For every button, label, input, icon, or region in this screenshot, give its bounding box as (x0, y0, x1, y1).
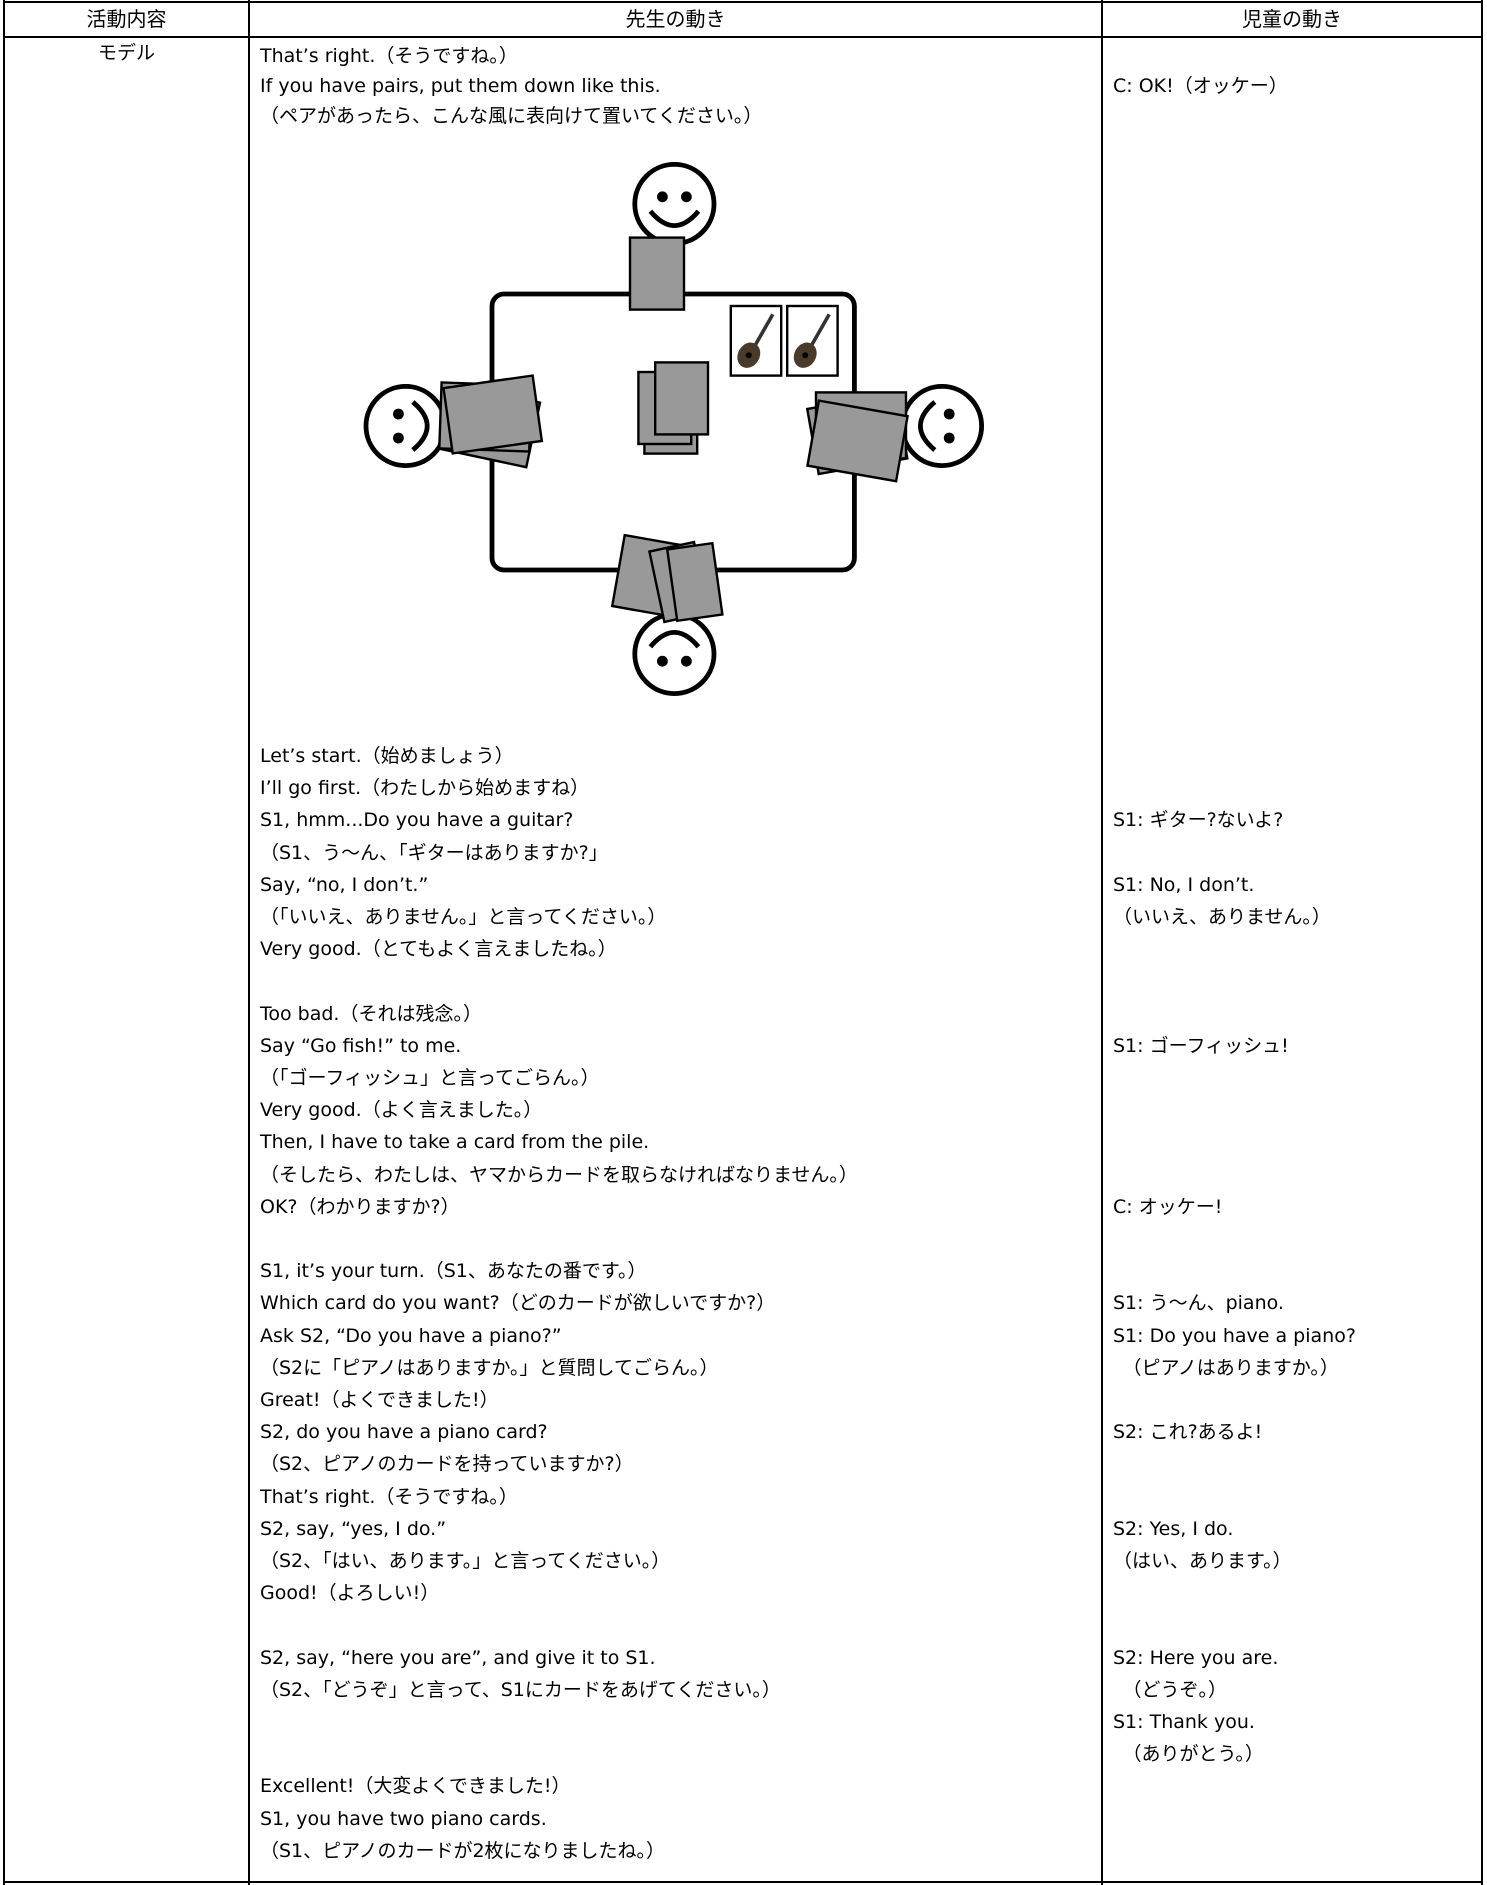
student-line: S1: Do you have a piano? (1113, 1324, 1356, 1347)
teacher-line: Excellent!（大変よくできました!） (260, 1775, 571, 1798)
student-line: C: オッケー! (1113, 1195, 1223, 1218)
header-cell: 先生の動き (625, 7, 726, 31)
border (1101, 0, 1103, 1885)
teacher-line: If you have pairs, put them down like th… (260, 75, 661, 97)
student-line: S2: これ?あるよ! (1113, 1421, 1263, 1444)
teacher-line: That’s right.（そうですね。） (260, 45, 518, 67)
face (366, 386, 445, 465)
teacher-line: （S2、「はい、あります。」と言ってください。） (260, 1550, 671, 1572)
student-line: （ピアノはありますか。） (1113, 1356, 1339, 1379)
face (635, 164, 714, 243)
teacher-line: S2, say, “yes, I do.” (260, 1517, 447, 1540)
face (635, 614, 714, 693)
teacher-line: （S2、「どうぞ」と言って、S1にカードをあげてください。） (260, 1678, 781, 1701)
guitar-card (785, 304, 840, 378)
student-line: （どうぞ。） (1113, 1678, 1228, 1701)
student-line: （いいえ、ありません。） (1113, 906, 1331, 928)
teacher-line: （「ゴーフィッシュ」と言ってごらん。） (260, 1067, 600, 1089)
student-line: S1: ゴーフィッシュ! (1113, 1034, 1289, 1057)
teacher-line: Let’s start.（始めましょう） (260, 745, 514, 767)
border (3, 1881, 1483, 1883)
teacher-line: Say, “no, I don’t.” (260, 873, 429, 896)
teacher-line: （「いいえ、ありません。」と言ってください。） (260, 906, 667, 928)
teacher-line: （S2に「ピアノはありますか。」と質問してごらん。） (260, 1356, 719, 1379)
cards (436, 236, 909, 624)
teacher-line: （S1、う～ん、「ギターはありますか?」 (260, 841, 608, 864)
activity: モデル (97, 42, 155, 64)
student-line: S1: Thank you. (1113, 1711, 1255, 1733)
teacher-line: Too bad.（それは残念。） (260, 1002, 482, 1025)
teacher-line: OK?（わかりますか?） (260, 1195, 460, 1218)
teacher-line: I’ll go first.（わたしから始めますね） (260, 777, 590, 800)
guitar-card (728, 304, 784, 378)
border (1481, 0, 1483, 1885)
teacher-line: Then, I have to take a card from the pil… (260, 1131, 650, 1154)
teacher-line: （そしたら、わたしは、ヤマからカードを取らなければなりません。） (260, 1163, 858, 1186)
teacher-line: Say “Go fish!” to me. (260, 1034, 462, 1057)
student-line: S1: ギター?ないよ? (1113, 809, 1284, 832)
student-line: （ありがとう。） (1113, 1743, 1264, 1766)
teacher-line: S2, say, “here you are”, and give it to … (260, 1646, 656, 1669)
border (248, 0, 250, 1885)
teacher-line: （S1、ピアノのカードが2枚になりましたね。） (260, 1839, 666, 1862)
teacher-line: Very good.（よく言えました。） (260, 1099, 543, 1122)
teacher-line: （ペアがあったら、こんな風に表向けて置いてください。） (260, 105, 763, 127)
student-line: S1: No, I don’t. (1113, 873, 1255, 896)
student-line: C: OK!（オッケー） (1113, 75, 1288, 97)
teacher-line: Very good.（とてもよく言えましたね。） (260, 938, 617, 961)
border (3, 36, 1483, 38)
student-line: （はい、あります。） (1113, 1550, 1292, 1572)
teacher-line: S1, you have two piano cards. (260, 1807, 547, 1830)
border (3, 1, 1483, 3)
teacher-line: Ask S2, “Do you have a piano?” (260, 1324, 562, 1347)
header-cell: 児童の動き (1242, 7, 1342, 31)
border (3, 0, 5, 1885)
student-line: S1: う～ん、piano. (1113, 1292, 1284, 1315)
face (902, 386, 981, 465)
teacher-line: Good!（よろしい!） (260, 1582, 440, 1605)
teacher-line: Which card do you want?（どのカードが欲しいですか?） (260, 1292, 776, 1315)
teacher-line: That’s right.（そうですね。） (260, 1485, 518, 1508)
teacher-line: S1, it’s your turn.（S1、あなたの番です。） (260, 1260, 647, 1283)
teacher-line: Great!（よくできました!） (260, 1389, 499, 1411)
student-line: S2: Here you are. (1113, 1646, 1279, 1669)
game-figure (336, 144, 1032, 720)
teacher-line: （S2、ピアノのカードを持っていますか?） (260, 1453, 634, 1476)
teacher-line: S2, do you have a piano card? (260, 1421, 548, 1444)
header-cell: 活動内容 (86, 7, 167, 31)
student-line: S2: Yes, I do. (1113, 1517, 1234, 1540)
teacher-line: S1, hmm...Do you have a guitar? (260, 809, 574, 832)
